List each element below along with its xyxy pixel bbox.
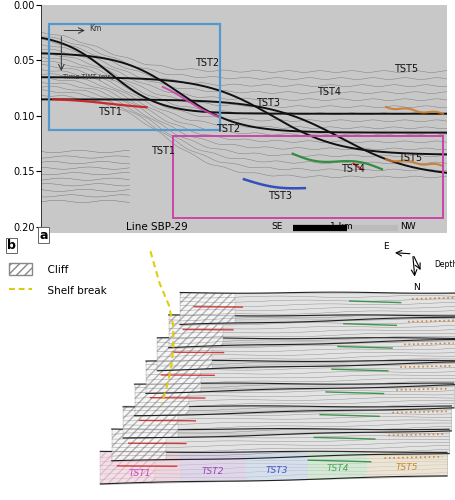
Text: TST2: TST2 [215,124,239,134]
Text: Time TWT (ms): Time TWT (ms) [62,74,113,80]
Text: E: E [383,242,388,250]
Polygon shape [134,384,189,416]
Polygon shape [157,338,212,370]
Polygon shape [100,452,180,484]
Polygon shape [100,452,446,484]
Polygon shape [146,361,200,393]
Polygon shape [168,316,223,348]
Text: TST3: TST3 [256,98,279,108]
Text: NW: NW [399,222,415,230]
Text: b: b [7,239,15,252]
Text: TST4: TST4 [326,464,348,473]
Text: TST5: TST5 [397,153,421,163]
Text: TST4: TST4 [341,164,364,174]
Text: SE: SE [271,222,282,230]
Text: Km: Km [89,24,101,33]
Text: N: N [412,283,419,292]
Polygon shape [100,452,155,484]
Text: TST1: TST1 [98,106,121,117]
Text: Depth: Depth [434,260,455,269]
Polygon shape [111,429,166,461]
Text: TST3: TST3 [265,466,288,474]
Bar [172,136,442,218]
Polygon shape [245,452,308,480]
Text: TST3: TST3 [268,191,292,201]
Text: TST2: TST2 [195,58,219,68]
Text: TST5: TST5 [393,64,417,74]
Polygon shape [134,384,453,416]
Polygon shape [366,452,446,478]
Polygon shape [180,292,455,325]
Text: TST1: TST1 [129,469,151,478]
Text: 1 km: 1 km [329,222,352,232]
Polygon shape [157,338,455,370]
Polygon shape [168,316,455,348]
Polygon shape [123,406,450,438]
Text: a: a [39,228,47,241]
Bar [49,24,219,130]
Polygon shape [180,452,245,482]
Legend:   Cliff,   Shelf break: Cliff, Shelf break [5,259,110,301]
Polygon shape [111,429,448,461]
Polygon shape [308,452,366,479]
Text: TST1: TST1 [150,146,174,156]
Text: TST5: TST5 [395,462,417,471]
Polygon shape [146,361,455,393]
Text: TST4: TST4 [316,86,340,97]
Text: Line SBP-29: Line SBP-29 [126,222,187,232]
Polygon shape [180,292,234,325]
Polygon shape [123,406,177,438]
Text: TST2: TST2 [201,467,224,476]
